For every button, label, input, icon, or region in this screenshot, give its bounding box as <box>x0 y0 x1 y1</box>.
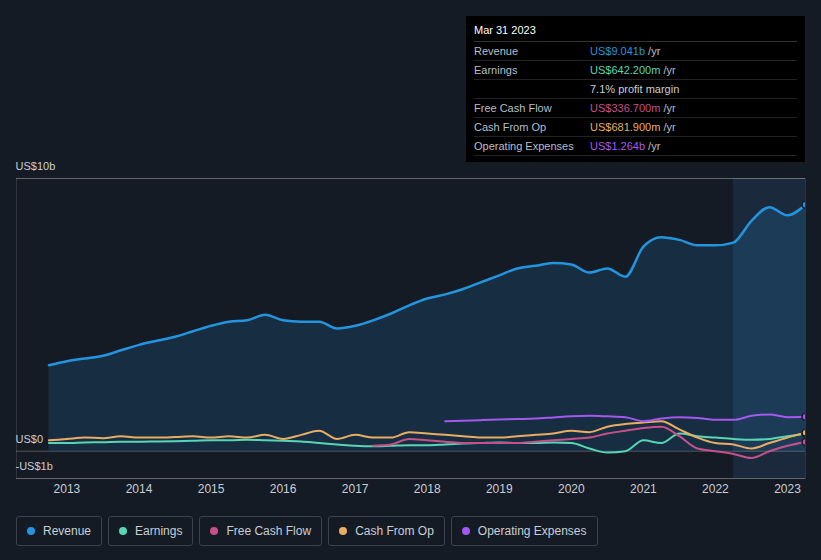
html-text:US$642.200m /yr: US$642.200m /yr <box>590 64 676 76</box>
html-text:Operating Expenses: Operating Expenses <box>474 140 574 152</box>
html-text:7.1% profit margin: 7.1% profit margin <box>590 83 680 95</box>
svg-text:2016: 2016 <box>270 482 297 496</box>
svg-text:US$10b: US$10b <box>16 160 56 172</box>
html-text:Cash From Op: Cash From Op <box>355 524 434 538</box>
svg-text:2015: 2015 <box>198 482 225 496</box>
html-text:Revenue: Revenue <box>43 524 91 538</box>
html-text:US$681.900m /yr: US$681.900m /yr <box>590 121 676 133</box>
html-text:Earnings: Earnings <box>135 524 183 538</box>
html-text:Mar 31 2023: Mar 31 2023 <box>474 24 536 36</box>
html-text:Cash From Op: Cash From Op <box>474 121 547 133</box>
svg-text:2013: 2013 <box>54 482 81 496</box>
html-text:US$336.700m /yr: US$336.700m /yr <box>590 102 676 114</box>
html-text:US$9.041b /yr: US$9.041b /yr <box>590 45 661 57</box>
svg-text:2014: 2014 <box>126 482 153 496</box>
svg-text:2023: 2023 <box>774 482 801 496</box>
html-text:Operating Expenses: Operating Expenses <box>477 524 587 538</box>
svg-text:2017: 2017 <box>342 482 369 496</box>
svg-text:2022: 2022 <box>702 482 729 496</box>
html-text:Free Cash Flow: Free Cash Flow <box>474 102 552 114</box>
svg-text:2019: 2019 <box>486 482 513 496</box>
svg-text:2021: 2021 <box>630 482 657 496</box>
svg-text:-US$1b: -US$1b <box>16 460 53 472</box>
html-text:Earnings: Earnings <box>474 64 518 76</box>
html-text:US$1.264b /yr: US$1.264b /yr <box>590 140 661 152</box>
html-text:Revenue: Revenue <box>474 45 518 57</box>
svg-text:2020: 2020 <box>558 482 585 496</box>
svg-text:2018: 2018 <box>414 482 441 496</box>
svg-text:US$0: US$0 <box>16 433 44 445</box>
html-text:Free Cash Flow: Free Cash Flow <box>226 524 312 538</box>
